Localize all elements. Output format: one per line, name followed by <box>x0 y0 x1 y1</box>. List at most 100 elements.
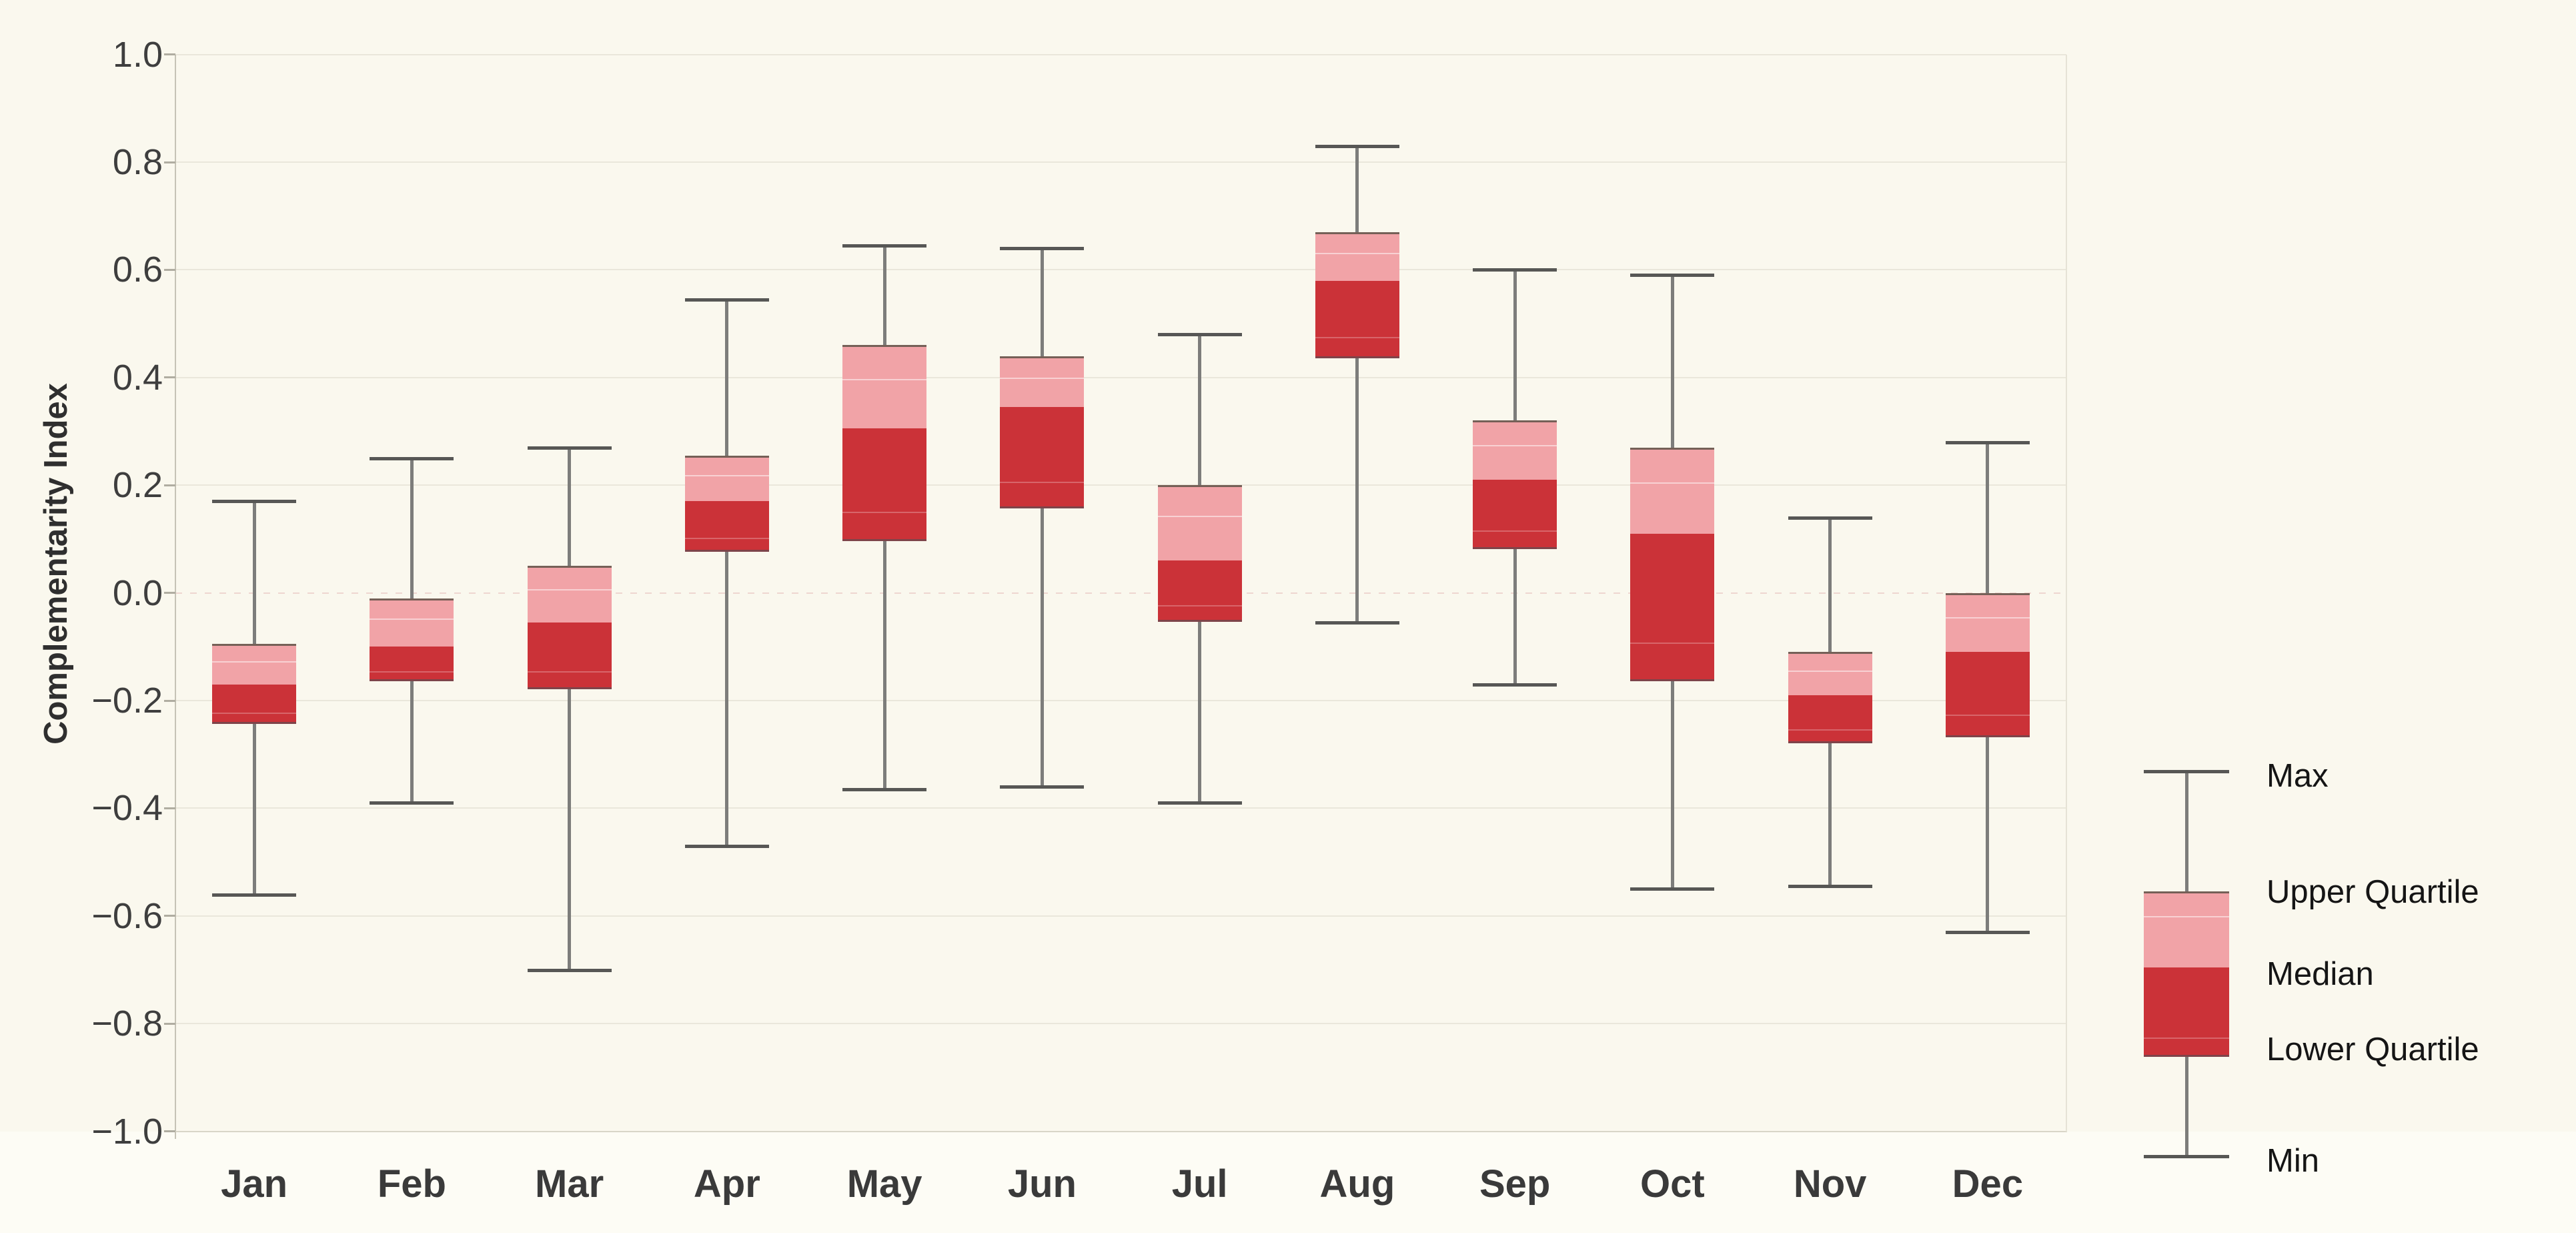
box-upper-quartile-segment[interactable] <box>842 345 927 431</box>
box-inner-highlight <box>842 511 927 513</box>
box-inner-highlight <box>684 537 769 539</box>
gridline <box>175 1023 2066 1025</box>
x-axis-label-apr: Apr <box>693 1162 760 1206</box>
whisker-cap-max <box>370 456 454 460</box>
box-lower-quartile-segment[interactable] <box>370 647 454 681</box>
whisker-cap-min <box>1945 931 2030 934</box>
box-inner-highlight <box>1315 337 1399 339</box>
y-tick-mark <box>164 268 175 271</box>
whisker-cap-min <box>370 801 454 805</box>
y-tick-label: 0.6 <box>112 250 163 290</box>
box-upper-quartile-segment[interactable] <box>1945 592 2030 655</box>
whisker-cap-max <box>1315 144 1399 148</box>
x-axis-label-oct: Oct <box>1640 1162 1705 1206</box>
whisker-stem <box>1355 145 1359 623</box>
legend-label-upper-quartile: Upper Quartile <box>2267 874 2479 910</box>
whisker-cap-min <box>1000 785 1085 789</box>
legend-box-lower <box>2144 967 2229 1057</box>
box-inner-highlight <box>1000 482 1085 484</box>
box-inner-highlight <box>1473 530 1557 532</box>
y-tick-mark <box>164 699 175 702</box>
legend-box-inner-highlight <box>2144 916 2229 918</box>
box-lower-quartile-segment[interactable] <box>1315 280 1399 358</box>
whisker-cap-min <box>1157 801 1242 805</box>
box-lower-quartile-segment[interactable] <box>212 684 297 725</box>
legend-label-max: Max <box>2267 758 2329 794</box>
whisker-cap-max <box>1788 516 1872 520</box>
box-upper-quartile-segment[interactable] <box>527 566 612 625</box>
legend-whisker-cap-max <box>2144 770 2229 773</box>
x-axis-label-jan: Jan <box>221 1162 288 1206</box>
box-lower-quartile-segment[interactable] <box>684 501 769 552</box>
box-inner-highlight <box>527 671 612 673</box>
gridline <box>175 700 2066 701</box>
gridline-zero <box>175 592 2066 594</box>
y-tick-mark <box>164 484 175 486</box>
y-axis-title: Complementarity Index <box>38 383 74 745</box>
x-axis-label-jul: Jul <box>1171 1162 1228 1206</box>
y-tick-label: 0.0 <box>112 572 163 613</box>
box-inner-highlight <box>684 474 769 476</box>
legend-box-upper <box>2144 891 2229 969</box>
box-upper-quartile-segment[interactable] <box>1788 652 1872 697</box>
box-inner-highlight <box>1788 670 1872 672</box>
whisker-cap-max <box>1157 333 1242 337</box>
gridline <box>175 269 2066 271</box>
x-axis-label-dec: Dec <box>1952 1162 2024 1206</box>
whisker-cap-min <box>212 893 297 897</box>
box-inner-highlight <box>370 619 454 621</box>
whisker-cap-min <box>1315 621 1399 625</box>
whisker-stem <box>1040 248 1044 787</box>
x-axis-label-jun: Jun <box>1007 1162 1077 1206</box>
gridline <box>175 484 2066 486</box>
y-tick-mark <box>164 53 175 56</box>
whisker-cap-max <box>527 446 612 450</box>
x-axis-label-nov: Nov <box>1793 1162 1867 1206</box>
y-tick-label: 0.8 <box>112 142 163 182</box>
box-inner-highlight <box>842 378 927 380</box>
box-lower-quartile-segment[interactable] <box>842 428 927 541</box>
box-lower-quartile-segment[interactable] <box>1630 533 1715 681</box>
legend-label-min: Min <box>2267 1143 2319 1179</box>
box-inner-highlight <box>212 713 297 715</box>
x-axis-label-feb: Feb <box>377 1162 446 1206</box>
y-tick-mark <box>164 376 175 379</box>
legend-whisker-cap-min <box>2144 1155 2229 1158</box>
box-inner-highlight <box>1315 252 1399 254</box>
box-lower-quartile-segment[interactable] <box>1945 652 2030 738</box>
box-inner-highlight <box>1473 445 1557 447</box>
box-upper-quartile-segment[interactable] <box>370 598 454 649</box>
box-upper-quartile-segment[interactable] <box>1000 356 1085 410</box>
box-inner-highlight <box>1630 643 1715 645</box>
box-inner-highlight <box>1945 617 2030 619</box>
y-tick-label: −0.4 <box>91 788 163 829</box>
x-axis-label-sep: Sep <box>1479 1162 1551 1206</box>
box-upper-quartile-segment[interactable] <box>1473 420 1557 482</box>
box-upper-quartile-segment[interactable] <box>1315 232 1399 283</box>
box-upper-quartile-segment[interactable] <box>1630 447 1715 536</box>
box-inner-highlight <box>370 671 454 673</box>
y-tick-mark <box>164 1130 175 1133</box>
box-lower-quartile-segment[interactable] <box>1788 695 1872 743</box>
whisker-cap-max <box>1945 440 2030 444</box>
box-inner-highlight <box>1788 729 1872 731</box>
box-upper-quartile-segment[interactable] <box>1157 485 1242 563</box>
x-axis-label-mar: Mar <box>535 1162 604 1206</box>
legend-label-median: Median <box>2267 956 2374 992</box>
whisker-cap-max <box>212 500 297 504</box>
y-tick-label: 0.2 <box>112 465 163 506</box>
gridline <box>175 53 2066 55</box>
box-inner-highlight <box>1945 715 2030 717</box>
box-lower-quartile-segment[interactable] <box>1157 560 1242 622</box>
box-inner-highlight <box>1630 482 1715 484</box>
box-lower-quartile-segment[interactable] <box>1000 407 1085 509</box>
whisker-cap-min <box>842 788 927 792</box>
box-upper-quartile-segment[interactable] <box>684 455 769 504</box>
box-lower-quartile-segment[interactable] <box>1473 480 1557 549</box>
box-lower-quartile-segment[interactable] <box>527 622 612 689</box>
box-upper-quartile-segment[interactable] <box>212 644 297 687</box>
x-axis-label-aug: Aug <box>1319 1162 1395 1206</box>
box-inner-highlight <box>1157 516 1242 518</box>
box-inner-highlight <box>527 589 612 591</box>
whisker-cap-max <box>842 244 927 248</box>
